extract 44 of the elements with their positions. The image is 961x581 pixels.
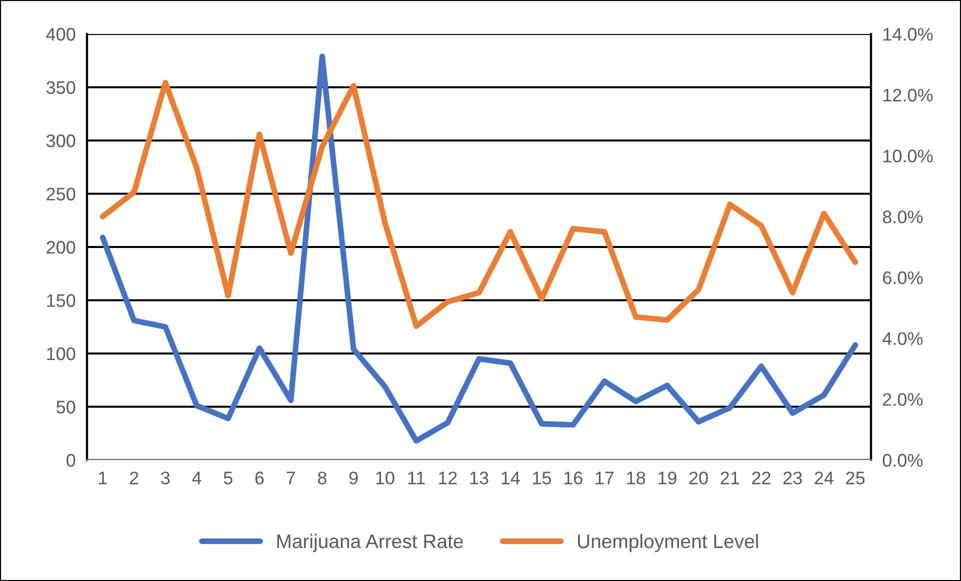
x-tick-label: 21 — [720, 472, 740, 484]
x-tick-label: 12 — [438, 472, 457, 484]
y2-tick-label: 8.0% — [882, 210, 923, 224]
y2-tick-label: 10.0% — [883, 150, 933, 162]
x-tick-label: 5 — [224, 472, 232, 484]
x-tick-label: 18 — [627, 472, 646, 484]
y2-tick-label: 4.0% — [882, 332, 923, 346]
x-tick-label: 2 — [130, 472, 138, 484]
x-tick-label: 20 — [689, 472, 708, 484]
legend-label: Marijuana Arrest Rate — [277, 534, 463, 552]
x-tick-label: 4 — [192, 472, 202, 484]
y2-tick-label: 6.0% — [883, 271, 923, 284]
x-tick-label: 1 — [99, 472, 107, 484]
x-tick-label: 13 — [470, 472, 488, 484]
x-tick-label: 24 — [814, 472, 834, 484]
x-tick-label: 10 — [376, 472, 394, 484]
x-tick-label: 6 — [255, 472, 264, 484]
y-tick-label: 400 — [46, 28, 76, 41]
legend-label: Unemployment Level — [578, 534, 758, 552]
x-tick-label: 25 — [846, 472, 865, 484]
x-tick-label: 11 — [408, 472, 425, 484]
x-tick-label: 14 — [502, 472, 520, 484]
y2-tick-label: 12.0% — [883, 88, 933, 102]
y-tick-label: 50 — [56, 400, 76, 414]
y-tick-label: 250 — [46, 188, 76, 200]
x-tick-label: 16 — [564, 472, 582, 484]
y2-tick-label: 0.0% — [882, 454, 923, 467]
x-tick-label: 15 — [533, 472, 552, 484]
x-tick-label: 9 — [349, 472, 358, 484]
y-tick-label: 0 — [66, 454, 76, 467]
y-tick-label: 300 — [46, 134, 76, 148]
x-tick-label: 8 — [318, 472, 326, 484]
y2-tick-label: 14.0% — [883, 28, 933, 41]
x-tick-label: 22 — [752, 472, 770, 484]
x-tick-label: 17 — [596, 472, 614, 484]
y-tick-label: 100 — [47, 347, 76, 360]
y-tick-label: 150 — [47, 294, 76, 307]
x-tick-label: 23 — [783, 472, 802, 484]
x-tick-label: 19 — [658, 472, 676, 484]
y-tick-label: 350 — [46, 81, 76, 94]
y-tick-label: 200 — [46, 240, 76, 254]
x-tick-label: 3 — [161, 472, 170, 484]
y2-tick-label: 2.0% — [883, 393, 923, 406]
x-tick-label: 7 — [286, 472, 295, 484]
